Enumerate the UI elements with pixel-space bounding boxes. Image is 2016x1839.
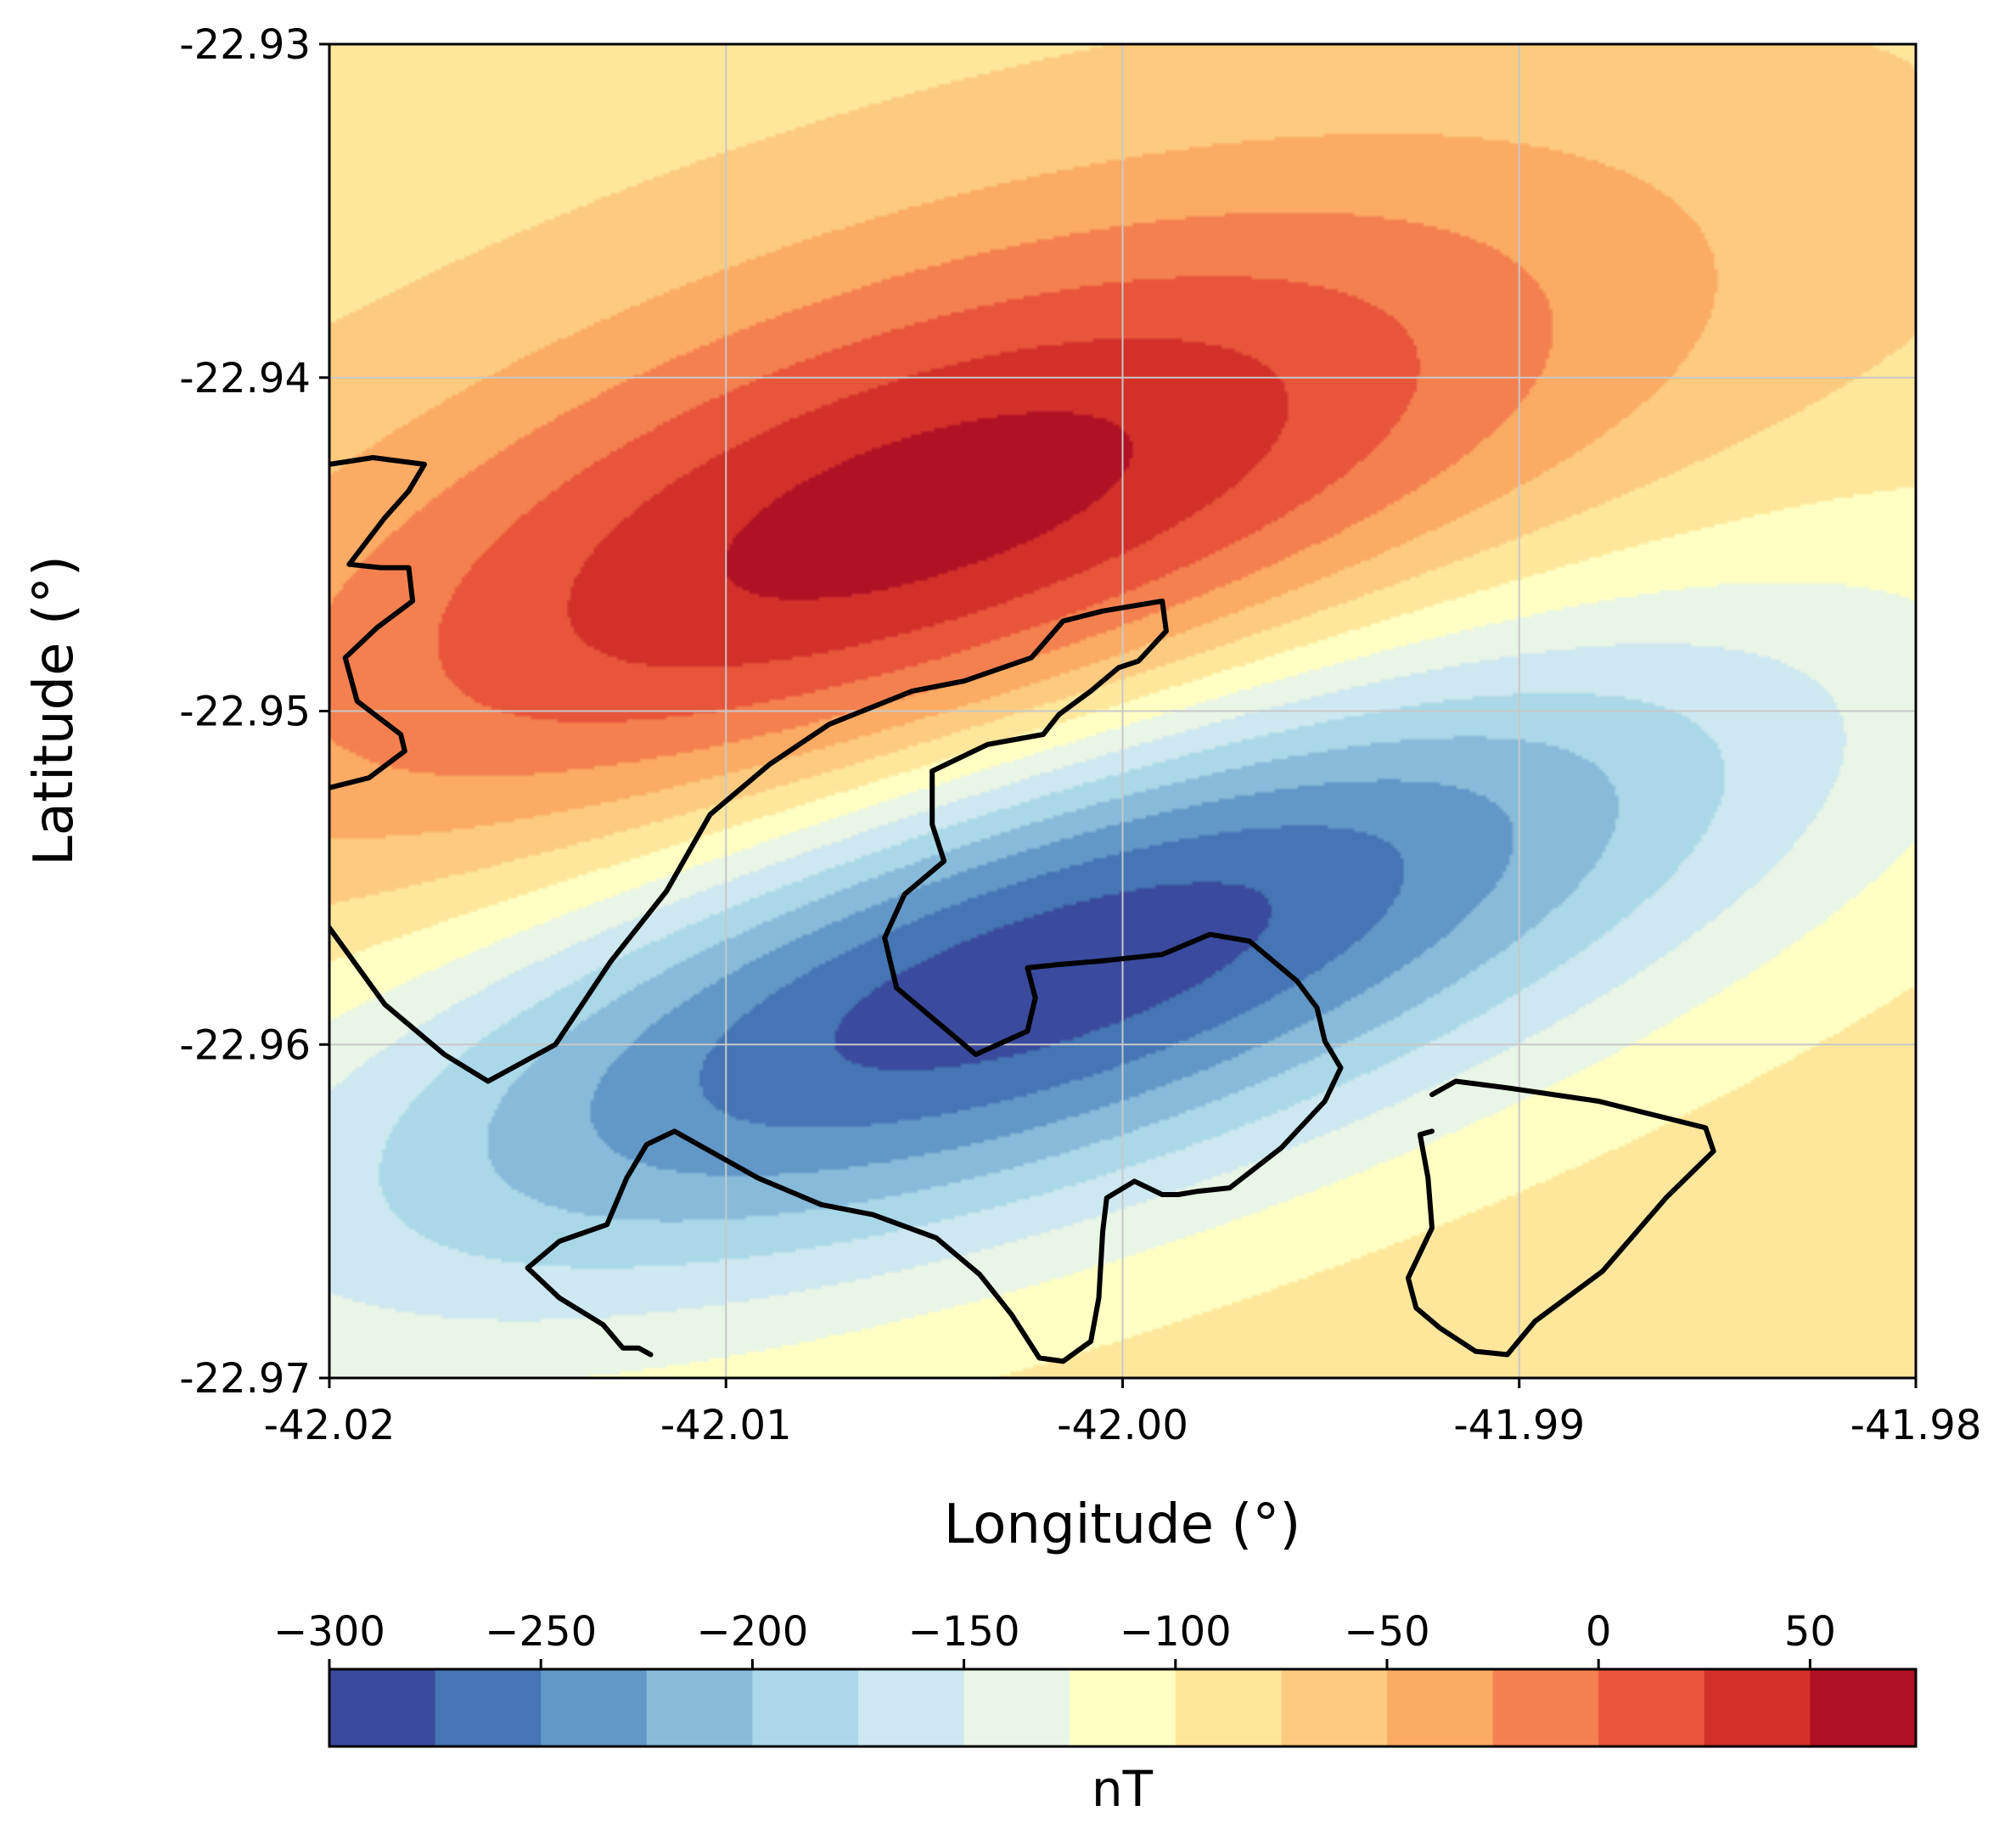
y-axis-title: Latitude (°): [23, 555, 86, 866]
colorbar-swatches: [329, 1669, 1917, 1746]
coastline: [329, 455, 428, 790]
colorbar-swatch: [752, 1669, 859, 1746]
colorbar-tick-label: 0: [1586, 1608, 1612, 1656]
colorbar-swatch: [1810, 1669, 1917, 1746]
colorbar-tick-label: −100: [1120, 1608, 1232, 1656]
y-tick-label: -22.94: [179, 355, 311, 402]
colorbar-swatch: [1175, 1669, 1282, 1746]
coastline: [329, 598, 1344, 1364]
colorbar-swatch: [1070, 1669, 1176, 1746]
coastline: [1405, 1078, 1716, 1358]
y-tick-label: -22.93: [179, 21, 311, 69]
colorbar-swatch: [1387, 1669, 1494, 1746]
colorbar-tick-label: −200: [696, 1608, 808, 1656]
x-axis-ticks: -42.02 -42.01 -42.00 -41.99 -41.98: [264, 1378, 1982, 1449]
y-axis-ticks: -22.93 -22.94 -22.95 -22.96 -22.97: [179, 21, 329, 1403]
y-tick-label: -22.97: [179, 1355, 311, 1403]
colorbar-tick-label: −300: [273, 1608, 385, 1656]
y-tick-label: -22.96: [179, 1021, 311, 1069]
colorbar-label: nT: [1092, 1760, 1154, 1818]
colorbar-swatch: [435, 1669, 542, 1746]
colorbar-frame: [328, 1667, 1918, 1748]
x-tick-label: -42.00: [1057, 1402, 1188, 1449]
colorbar: −300 −250 −200 −150 −100 −50 0 50 nT: [273, 1608, 1918, 1818]
colorbar-swatch: [541, 1669, 648, 1746]
y-tick-label: -22.95: [179, 689, 311, 736]
colorbar-swatch: [329, 1669, 436, 1746]
colorbar-tick-label: −150: [908, 1608, 1020, 1656]
colorbar-swatch: [1598, 1669, 1705, 1746]
x-axis-title: Longitude (°): [944, 1493, 1301, 1556]
colorbar-swatch: [1492, 1669, 1599, 1746]
x-tick-label: -42.02: [264, 1402, 396, 1449]
colorbar-tick-label: −250: [485, 1608, 597, 1656]
colorbar-swatch: [858, 1669, 965, 1746]
colorbar-tick-label: −50: [1344, 1608, 1429, 1656]
coastlines: [329, 455, 1716, 1364]
colorbar-ticks: −300 −250 −200 −150 −100 −50 0 50: [273, 1608, 1836, 1669]
plot-area: [328, 42, 1918, 1380]
colorbar-swatch: [646, 1669, 753, 1746]
colorbar-swatch: [963, 1669, 1070, 1746]
colorbar-swatch: [1281, 1669, 1388, 1746]
x-tick-label: -41.98: [1850, 1402, 1982, 1449]
x-tick-label: -41.99: [1453, 1402, 1585, 1449]
colorbar-tick-label: 50: [1784, 1608, 1836, 1656]
colorbar-swatch: [1704, 1669, 1811, 1746]
x-tick-label: -42.01: [660, 1402, 792, 1449]
